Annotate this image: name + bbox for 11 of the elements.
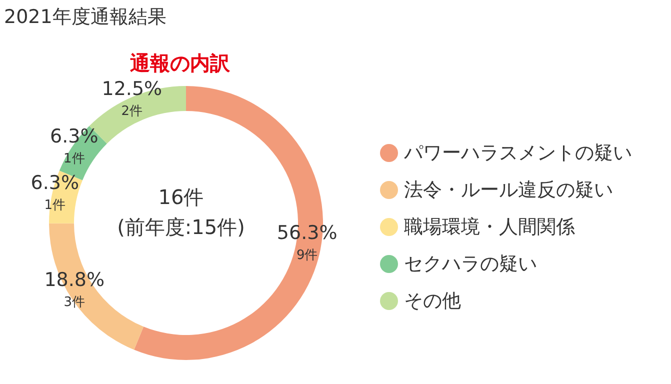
legend-label: セクハラの疑い bbox=[404, 252, 537, 276]
legend-label: 職場環境・人間関係 bbox=[404, 214, 575, 240]
data-label: 12.5% 2件 bbox=[102, 78, 162, 120]
legend-label: その他 bbox=[404, 288, 461, 314]
legend-label: パワーハラスメントの疑い bbox=[404, 140, 632, 166]
text: 16件 bbox=[157, 184, 205, 211]
legend-label: 法令・ルール違反の疑い bbox=[404, 178, 613, 202]
text: (前年度:15件) bbox=[117, 215, 245, 239]
data-label: 6.3% 1件 bbox=[30, 172, 80, 214]
chart-subtitle: 通報の内訳 bbox=[129, 50, 231, 77]
chart-title: 2021年度通報結果 bbox=[4, 5, 166, 30]
